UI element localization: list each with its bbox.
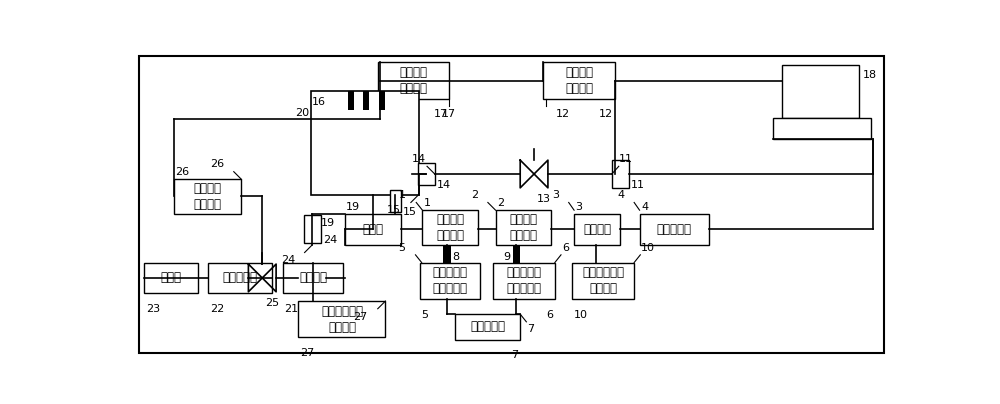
Bar xyxy=(208,263,272,293)
Bar xyxy=(782,65,859,118)
Text: 20: 20 xyxy=(295,108,309,118)
Bar xyxy=(572,263,634,299)
Text: 13: 13 xyxy=(537,194,551,204)
Text: 第一电机功率
控制模块: 第一电机功率 控制模块 xyxy=(582,266,624,295)
Text: 23: 23 xyxy=(146,304,160,314)
Text: 16: 16 xyxy=(312,97,326,107)
Text: 储液箱: 储液箱 xyxy=(161,271,182,284)
Text: 换热器: 换热器 xyxy=(362,223,383,236)
Bar xyxy=(174,179,241,214)
Bar xyxy=(298,301,385,337)
Bar xyxy=(345,214,401,245)
Text: 1: 1 xyxy=(424,198,431,208)
Text: 1: 1 xyxy=(399,190,406,200)
Bar xyxy=(455,314,520,339)
Bar xyxy=(283,263,343,293)
Text: 5: 5 xyxy=(398,242,405,252)
Text: 第一加热温
度控制模块: 第一加热温 度控制模块 xyxy=(433,266,468,295)
Text: 7: 7 xyxy=(512,350,519,360)
Text: 18: 18 xyxy=(863,70,877,80)
Bar xyxy=(612,160,629,188)
Bar xyxy=(311,91,419,195)
Text: 8: 8 xyxy=(452,252,460,262)
Text: 第二流量
控制模块: 第二流量 控制模块 xyxy=(194,182,222,211)
Text: 第一电机: 第一电机 xyxy=(583,223,611,236)
Text: 9: 9 xyxy=(503,252,510,262)
Text: 14: 14 xyxy=(437,180,451,190)
Text: 15: 15 xyxy=(403,207,417,217)
Text: 19: 19 xyxy=(346,202,360,212)
Text: 4: 4 xyxy=(617,190,624,200)
Text: 15: 15 xyxy=(387,205,401,215)
Bar xyxy=(574,214,620,245)
Text: 6: 6 xyxy=(562,242,569,252)
Text: 24: 24 xyxy=(323,235,337,245)
Text: 27: 27 xyxy=(353,312,368,322)
Text: 7: 7 xyxy=(527,324,534,334)
Text: 10: 10 xyxy=(573,309,587,320)
Text: 第二电机功率
控制模块: 第二电机功率 控制模块 xyxy=(321,305,363,334)
Text: 10: 10 xyxy=(641,242,655,252)
Text: 24: 24 xyxy=(281,255,295,265)
Text: 6: 6 xyxy=(546,309,553,320)
Text: 26: 26 xyxy=(210,159,225,169)
Bar xyxy=(144,263,198,293)
Text: 17: 17 xyxy=(442,109,456,118)
Text: 2: 2 xyxy=(497,198,504,208)
Text: 附件温度
采集模块: 附件温度 采集模块 xyxy=(400,66,428,95)
Bar xyxy=(348,91,354,110)
Bar xyxy=(379,91,385,110)
Text: 3: 3 xyxy=(576,202,583,212)
Bar xyxy=(422,210,478,245)
Bar xyxy=(418,163,435,185)
Bar xyxy=(304,215,321,242)
Bar xyxy=(493,263,555,299)
Text: 14: 14 xyxy=(412,154,426,164)
Text: 27: 27 xyxy=(300,348,314,358)
Bar xyxy=(543,62,615,99)
Text: 5: 5 xyxy=(422,309,429,320)
Bar xyxy=(773,118,871,139)
Bar xyxy=(390,190,401,212)
Text: 12: 12 xyxy=(599,109,613,119)
Text: 第二增压泵: 第二增压泵 xyxy=(223,271,258,284)
Text: 3: 3 xyxy=(552,190,559,200)
Bar xyxy=(378,62,449,99)
Text: 第二加热温
度控制模块: 第二加热温 度控制模块 xyxy=(507,266,542,295)
Text: 19: 19 xyxy=(321,218,335,228)
Bar xyxy=(420,263,480,299)
Text: 17: 17 xyxy=(434,109,448,119)
Text: 温度控制柜: 温度控制柜 xyxy=(470,320,505,333)
Text: 第一增压泵: 第一增压泵 xyxy=(657,223,692,236)
Bar xyxy=(512,246,520,263)
Bar xyxy=(363,91,369,110)
Text: 第二电机: 第二电机 xyxy=(299,271,327,284)
Text: 2: 2 xyxy=(471,190,478,200)
Text: 11: 11 xyxy=(631,180,645,190)
Bar xyxy=(640,214,709,245)
Text: 第一流量
控制模块: 第一流量 控制模块 xyxy=(565,66,593,95)
Text: 22: 22 xyxy=(210,304,224,314)
Text: 第二可加
热缓冲箱: 第二可加 热缓冲箱 xyxy=(509,213,537,242)
Text: 25: 25 xyxy=(265,298,279,308)
Bar xyxy=(496,210,551,245)
Bar xyxy=(443,246,451,263)
Text: 第一可加
热缓冲箱: 第一可加 热缓冲箱 xyxy=(436,213,464,242)
Text: 4: 4 xyxy=(641,202,648,212)
Text: 12: 12 xyxy=(556,109,570,118)
Text: 26: 26 xyxy=(175,167,189,177)
Text: 21: 21 xyxy=(285,304,299,314)
Text: 11: 11 xyxy=(619,154,633,164)
